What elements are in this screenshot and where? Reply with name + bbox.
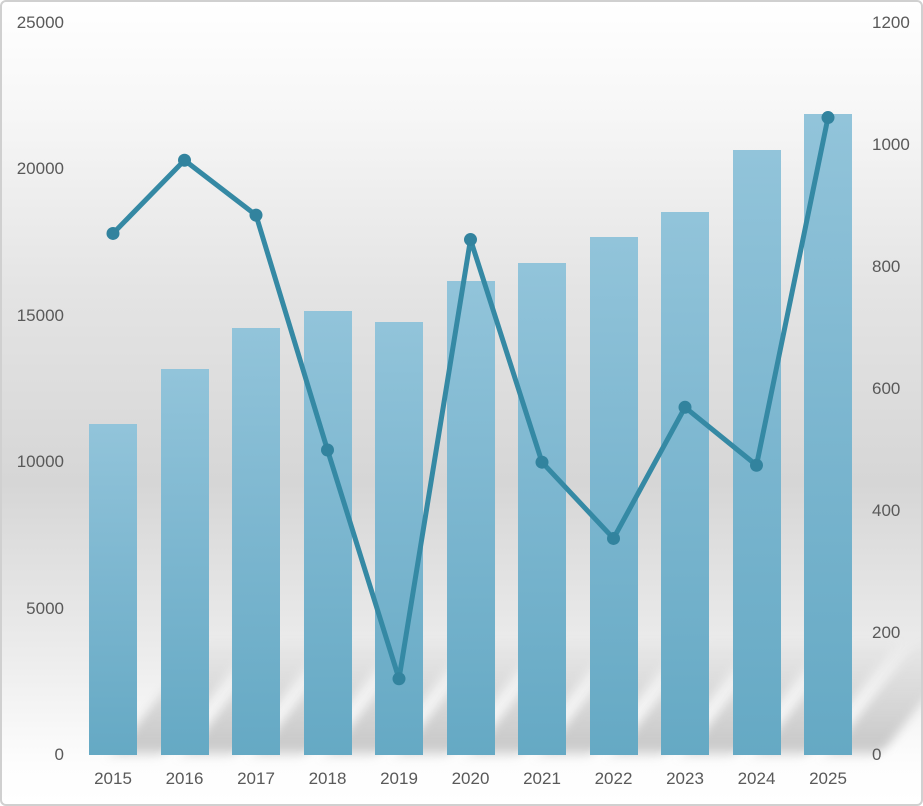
category-tick-label: 2015 <box>94 769 132 788</box>
right_axis-tick-label: 200 <box>872 623 901 642</box>
line-marker-2015 <box>106 226 120 240</box>
left_axis-tick-label: 25000 <box>16 13 64 32</box>
category-tick-label: 2017 <box>237 769 275 788</box>
left_axis-tick-label: 10000 <box>16 452 64 472</box>
right_axis-tick-label: 0 <box>872 745 882 764</box>
line-marker-2024 <box>750 458 763 472</box>
left_axis-tick-label: 20000 <box>16 159 64 179</box>
right_axis-tick-label: 1200 <box>872 13 910 32</box>
line-marker-2018 <box>321 443 334 457</box>
right_axis-tick-label: 1000 <box>872 135 910 154</box>
line-marker-2025 <box>821 111 835 125</box>
category-tick-label: 2016 <box>165 769 204 788</box>
line-marker-2020 <box>464 233 477 247</box>
bar-2023 <box>661 211 709 755</box>
category-tick-label: 2025 <box>809 769 847 788</box>
bar-2020 <box>446 280 495 755</box>
category-tick-label: 2023 <box>666 769 704 788</box>
category-tick-label: 2022 <box>594 769 633 788</box>
right_axis-tick-label: 400 <box>872 501 901 520</box>
bar-2021 <box>518 263 566 755</box>
right_axis-tick-label: 800 <box>872 257 901 276</box>
line-marker-2016 <box>178 153 191 167</box>
line-marker-2023 <box>678 400 692 414</box>
bar-2022 <box>589 236 638 755</box>
left_axis-tick-label: 5000 <box>26 598 64 618</box>
line-marker-2021 <box>535 455 549 469</box>
line-marker-2017 <box>249 208 263 222</box>
bar-2016 <box>160 368 209 755</box>
category-tick-label: 2024 <box>737 769 776 788</box>
category-tick-label: 2020 <box>451 769 490 788</box>
left_axis-tick-label: 15000 <box>16 305 64 325</box>
bar-2018 <box>303 311 352 755</box>
bar-2017 <box>232 327 280 755</box>
category-tick-label: 2018 <box>308 769 347 788</box>
bar-2015 <box>89 424 137 755</box>
line-marker-2019 <box>392 672 406 686</box>
category-tick-label: 2021 <box>523 769 561 788</box>
right_axis-tick-label: 600 <box>872 379 901 398</box>
category-tick-label: 2019 <box>380 769 418 788</box>
line-marker-2022 <box>607 531 620 545</box>
left_axis-tick-label: 0 <box>54 745 64 764</box>
bar-2025 <box>804 113 852 755</box>
